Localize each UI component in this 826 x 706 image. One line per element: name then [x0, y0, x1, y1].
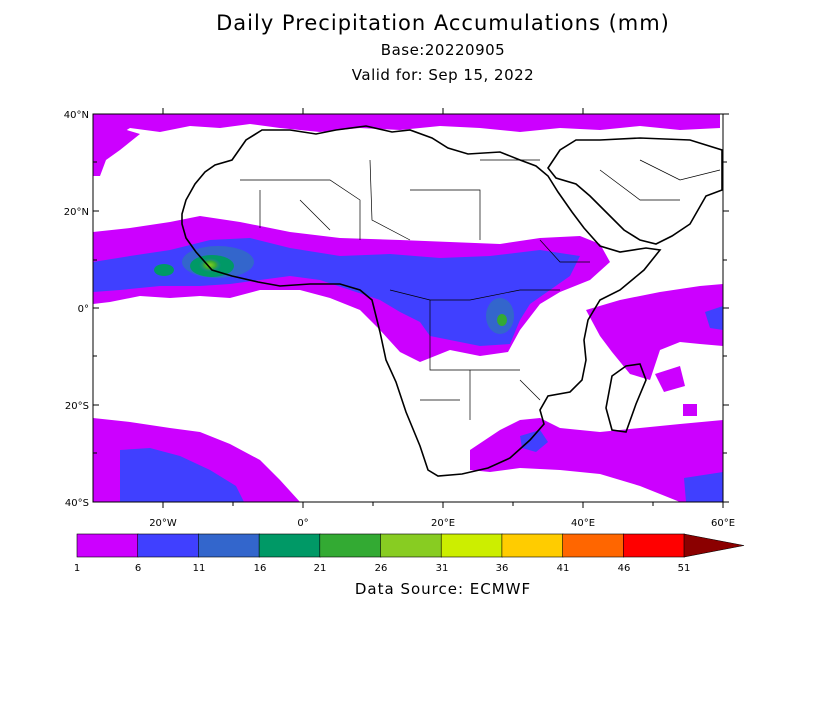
country-borders — [240, 159, 721, 420]
lon-label: 0° — [297, 518, 308, 529]
colorbar-tick: 26 — [375, 563, 388, 574]
colorbar — [76, 533, 745, 558]
colorbar-tick: 21 — [314, 563, 327, 574]
colorbar-tick: 11 — [193, 563, 206, 574]
lat-labels: 40°N 20°N 0° 20°S 40°S — [64, 110, 89, 509]
colorbar-segment — [137, 533, 200, 558]
lat-label: 40°S — [65, 498, 89, 509]
lat-label: 40°N — [64, 110, 89, 121]
data-source: Data Source: ECMWF — [354, 580, 532, 598]
coastline — [181, 125, 723, 477]
axis-ticks — [93, 108, 729, 508]
chart-title: Daily Precipitation Accumulations (mm) — [216, 11, 670, 35]
base-date: Base:20220905 — [380, 41, 506, 59]
colorbar-segment — [622, 533, 685, 558]
colorbar-tick: 36 — [496, 563, 509, 574]
colorbar-segment — [380, 533, 443, 558]
precip-field — [93, 114, 723, 502]
colorbar-segment — [258, 533, 321, 558]
colorbar-tick: 16 — [254, 563, 267, 574]
valid-date: Valid for: Sep 15, 2022 — [351, 66, 535, 84]
colorbar-tick: 46 — [618, 563, 631, 574]
colorbar-tick: 51 — [678, 563, 691, 574]
lat-label: 0° — [78, 304, 89, 315]
colorbar-tick: 31 — [436, 563, 449, 574]
lat-label: 20°S — [65, 401, 89, 412]
colorbar-segment — [319, 533, 382, 558]
colorbar-tick: 1 — [74, 563, 80, 574]
colorbar-segment — [562, 533, 625, 558]
colorbar-segment — [76, 533, 139, 558]
colorbar-segment — [501, 533, 564, 558]
colorbar-segment — [198, 533, 260, 558]
colorbar-tick: 6 — [135, 563, 141, 574]
lat-label: 20°N — [64, 207, 89, 218]
colorbar-tick: 41 — [557, 563, 570, 574]
colorbar-segment — [440, 533, 503, 558]
colorbar-overflow-arrow — [683, 533, 745, 558]
colorbar-ticks: 1 6 11 16 21 26 31 36 41 46 51 — [74, 563, 691, 574]
lon-label: 20°W — [149, 518, 177, 529]
lon-label: 20°E — [431, 518, 455, 529]
lon-labels: 20°W 0° 20°E 40°E 60°E — [149, 518, 735, 529]
lon-label: 60°E — [711, 518, 735, 529]
lon-label: 40°E — [571, 518, 595, 529]
